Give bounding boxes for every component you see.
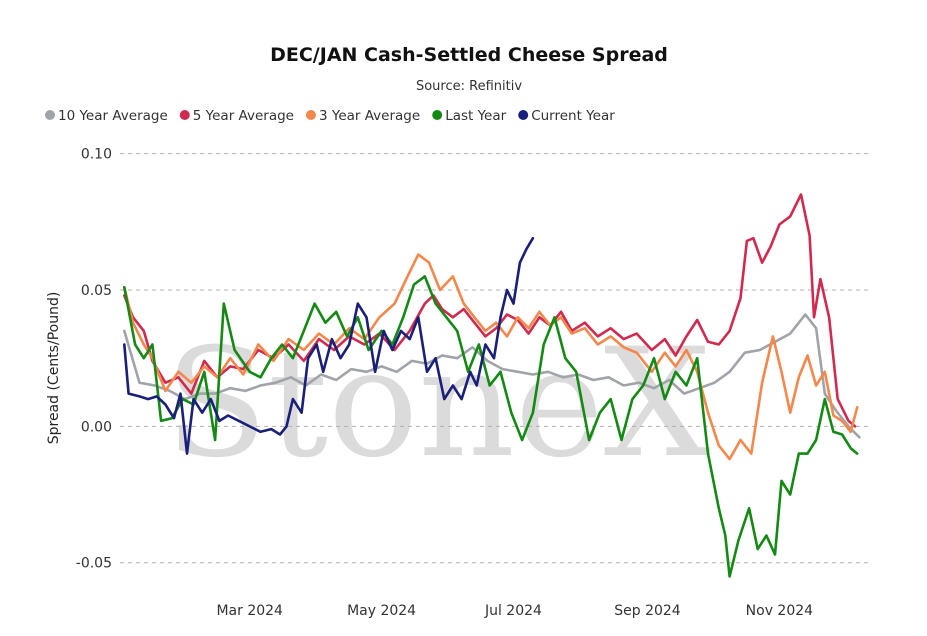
legend-label[interactable]: 10 Year Average xyxy=(58,108,168,124)
y-axis: 0.10 0.05 0.00 -0.05 xyxy=(76,147,112,572)
series-line xyxy=(123,253,859,461)
y-tick-label: 0.10 xyxy=(81,147,112,163)
series-line xyxy=(123,236,535,455)
y-axis-label: Spread (Cents/Pound) xyxy=(46,292,62,445)
chart-title: DEC/JAN Cash-Settled Cheese Spread xyxy=(270,44,668,66)
series-line xyxy=(123,275,859,578)
legend-marker xyxy=(179,110,190,120)
legend-marker xyxy=(518,110,529,120)
x-tick-label: Sep 2024 xyxy=(614,603,681,619)
plot-area xyxy=(123,193,861,578)
y-tick-label: 0.00 xyxy=(81,419,112,435)
watermark: StoneX xyxy=(165,317,711,491)
legend-label[interactable]: Last Year xyxy=(445,108,506,124)
series-line xyxy=(123,313,861,439)
legend-marker xyxy=(432,110,443,120)
legend-marker xyxy=(45,110,55,120)
legend-label[interactable]: Current Year xyxy=(531,108,615,124)
legend-label[interactable]: 3 Year Average xyxy=(319,108,420,124)
x-tick-label: Mar 2024 xyxy=(216,603,283,619)
y-tick-label: 0.05 xyxy=(81,283,112,299)
legend: 10 Year Average 5 Year Average 3 Year Aver… xyxy=(45,108,615,124)
legend-marker xyxy=(305,110,316,120)
legend-label[interactable]: 5 Year Average xyxy=(193,108,294,124)
x-tick-label: Nov 2024 xyxy=(746,603,813,619)
x-axis: Mar 2024 May 2024 Jul 2024 Sep 2024 Nov 2024 xyxy=(216,603,813,619)
y-tick-label: -0.05 xyxy=(76,556,112,572)
x-tick-label: May 2024 xyxy=(347,603,416,619)
x-tick-label: Jul 2024 xyxy=(484,603,542,619)
watermark-logo: StoneX xyxy=(165,317,711,491)
chart-subtitle: Source: Refinitiv xyxy=(416,79,522,94)
